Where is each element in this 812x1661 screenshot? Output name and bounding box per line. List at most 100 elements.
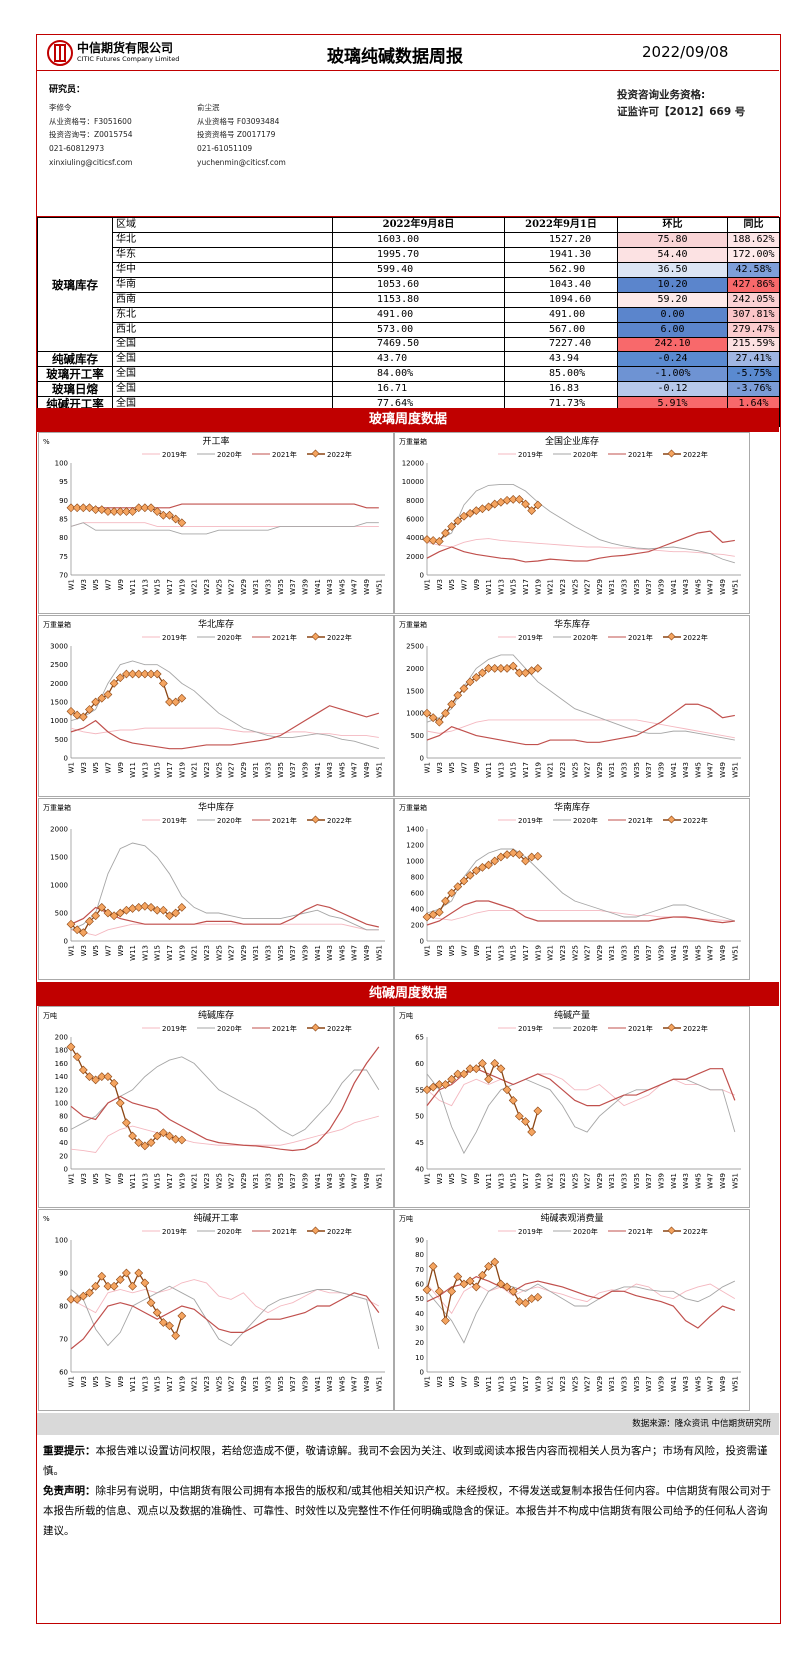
chart-x-tick: W23 <box>203 1376 211 1392</box>
chart-point <box>109 1281 119 1291</box>
chart-x-tick: W7 <box>104 945 112 956</box>
researcher-1-phone: 021-60812973 <box>49 144 105 154</box>
chart-legend-label: 2020年 <box>573 1024 598 1033</box>
chart-y-tick: 60 <box>415 1060 424 1068</box>
chart-y-tick: 8000 <box>406 497 424 505</box>
chart-series-line <box>70 1056 380 1137</box>
chart-legend-item: 2021年 <box>608 633 653 642</box>
researcher-1-advisor-id: 投资咨询号：Z0015754 <box>49 130 133 140</box>
chart-legend-label: 2020年 <box>217 1227 242 1236</box>
table-cell-wow: 6.00 <box>617 321 728 338</box>
chart-x-tick: W41 <box>670 579 678 595</box>
chart-series-line <box>426 910 735 922</box>
chart-point <box>97 693 107 703</box>
chart-legend-label: 2022年 <box>683 450 708 459</box>
chart-x-tick: W29 <box>596 762 604 778</box>
chart-x-tick: W15 <box>510 579 518 595</box>
chart-x-tick: W25 <box>215 1173 223 1189</box>
tip-text: 本报告难以设置访问权限，若给您造成不便，敬请谅解。我司不会因为关注、收到或阅读本… <box>43 1445 768 1477</box>
chart-point <box>146 1138 156 1147</box>
table-cell-current: 16.71 <box>332 381 505 398</box>
chart-point <box>434 907 444 917</box>
chart-x-tick: W35 <box>633 1173 641 1189</box>
chart-series-line <box>426 484 735 564</box>
chart-point <box>97 1072 107 1081</box>
table-row: 华南 1053.60 1043.40 10.20 427.86% <box>38 276 780 293</box>
chart-point <box>441 896 450 906</box>
chart-x-tick: W41 <box>314 579 322 595</box>
chart-y-tick: 3000 <box>50 643 68 651</box>
chart-x-tick: W19 <box>534 1173 542 1189</box>
table-cell-current: 1603.00 <box>332 231 505 248</box>
chart-x-tick: W31 <box>252 579 260 595</box>
chart-x-tick: W39 <box>301 762 309 778</box>
chart-point <box>453 516 463 526</box>
chart-x-tick: W3 <box>80 1173 88 1184</box>
chart-x-tick: W49 <box>363 1173 371 1189</box>
table-header-row: 玻璃库存 区域 2022年9月8日 2022年9月1日 环比 同比 <box>37 216 780 353</box>
chart-point <box>158 678 168 688</box>
chart-legend-item: 2019年 <box>142 1227 187 1236</box>
chart-x-tick: W21 <box>191 762 199 778</box>
chart-x-tick: W13 <box>497 762 505 778</box>
chart-point <box>502 1282 512 1292</box>
chart-y-tick: 95 <box>59 478 68 486</box>
chart-point <box>496 852 506 862</box>
chart-x-tick: W49 <box>719 762 727 778</box>
chart-x-tick: W37 <box>289 579 297 595</box>
chart-unit: 万重量箱 <box>399 803 427 812</box>
chart-point <box>128 669 137 679</box>
chart-x-tick: W5 <box>92 579 100 590</box>
chart-x-tick: W3 <box>436 762 444 773</box>
chart-legend-item: 2022年 <box>307 815 352 825</box>
chart-point <box>91 1075 101 1085</box>
chart-point <box>165 697 174 707</box>
chart-x-tick: W47 <box>351 1376 359 1392</box>
chart-y-tick: 12000 <box>402 460 424 468</box>
researcher-title: 研究员： <box>49 85 86 95</box>
chart-x-tick: W43 <box>682 1376 690 1392</box>
chart-point <box>508 848 518 858</box>
chart-x-tick: W13 <box>141 579 149 595</box>
chart-point <box>434 1080 444 1089</box>
chart-point <box>484 502 493 512</box>
chart-y-tick: 140 <box>55 1073 68 1081</box>
chart-point <box>171 908 181 918</box>
chart-x-tick: W31 <box>608 762 616 778</box>
chart-x-tick: W7 <box>104 579 112 590</box>
chart-x-tick: W51 <box>731 762 739 778</box>
chart-point <box>484 664 493 673</box>
chart-x-tick: W17 <box>166 1173 174 1189</box>
chart-x-tick: W37 <box>645 579 653 595</box>
chart-legend-item: 2019年 <box>142 450 187 459</box>
chart-x-tick: W47 <box>351 945 359 961</box>
chart-point <box>471 1282 481 1292</box>
chart-point <box>152 669 162 679</box>
chart-x-tick: W21 <box>547 1173 555 1189</box>
chart-point <box>441 708 450 718</box>
chart-legend-item: 2020年 <box>197 816 242 825</box>
chart-x-tick: W49 <box>363 1376 371 1392</box>
chart-legend-label: 2021年 <box>272 816 297 825</box>
table-row: 华北 1603.00 1527.20 75.80 188.62% <box>38 231 780 248</box>
chart-point <box>478 863 487 872</box>
chart-x-tick: W11 <box>485 945 493 961</box>
chart-x-tick: W3 <box>436 1376 444 1387</box>
chart-y-tick: 1000 <box>50 882 68 890</box>
chart-x-tick: W15 <box>510 762 518 778</box>
chart-x-tick: W29 <box>596 1173 604 1189</box>
table-cell-current: 84.00% <box>332 366 505 383</box>
chart-x-tick: W19 <box>178 762 186 778</box>
chart-x-tick: W5 <box>92 762 100 773</box>
chart-x-tick: W5 <box>92 1173 100 1184</box>
chart-point <box>502 850 512 859</box>
chart-x-tick: W31 <box>608 945 616 961</box>
chart-point <box>103 1072 113 1081</box>
chart-legend-label: 2021年 <box>272 633 297 642</box>
table-cell-previous: 43.94 <box>504 351 618 368</box>
table-cell-previous: 1043.40 <box>504 276 618 293</box>
chart-point <box>122 1118 131 1128</box>
chart-point <box>103 908 113 918</box>
chart-y-tick: 6000 <box>406 516 424 524</box>
chart-point <box>72 1052 82 1062</box>
